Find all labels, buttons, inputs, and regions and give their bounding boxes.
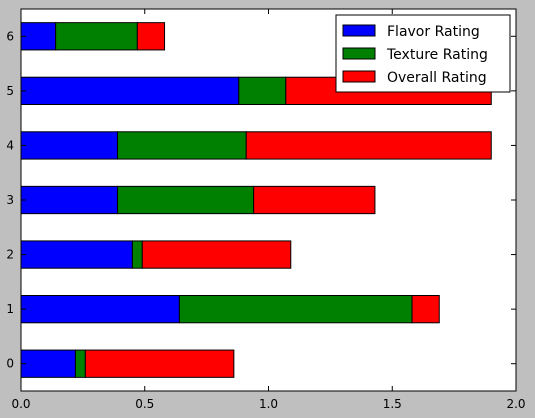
bar-texture-rating-0 [74,349,86,378]
bar-flavor-rating-0 [20,349,76,378]
x-tick-label: 0.0 [11,397,30,411]
bar-flavor-rating-6 [20,22,57,51]
ticks: 0.0 0.5 1.0 1.5 2.0 0 1 2 3 4 5 6 [6,9,526,411]
bar-overall-rating-0 [84,349,235,378]
legend-swatch [342,70,376,83]
y-tick-label: 4 [6,138,14,152]
x-tick-label: 1.5 [383,397,402,411]
bar-texture-rating-3 [117,185,255,215]
x-tick-label: 2.0 [506,397,525,411]
legend-swatch [342,24,376,37]
y-tick-label: 3 [6,193,14,207]
plot-frame [20,8,517,392]
legend: Flavor Rating Texture Rating Overall Ratin… [335,14,511,93]
bar-flavor-rating-5 [20,76,240,106]
bar-texture-rating-5 [238,76,287,106]
x-tick-label: 0.5 [135,397,154,411]
x-tick-label: 1.0 [259,397,278,411]
bar-texture-rating-6 [55,22,138,51]
legend-label: Flavor Rating [387,24,480,40]
bar-texture-rating-1 [178,295,413,324]
bar-flavor-rating-2 [20,240,133,269]
bar-overall-rating-6 [136,22,166,51]
y-tick-label: 6 [6,29,14,43]
bar-overall-rating-4 [245,131,492,160]
legend-label: Overall Rating [387,70,487,86]
legend-swatch [342,47,376,60]
bars [20,22,492,378]
bar-overall-rating-2 [141,240,292,269]
bar-overall-rating-1 [411,295,440,324]
y-tick-label: 5 [6,84,14,98]
y-tick-label: 1 [6,302,14,316]
y-tick-label: 0 [6,357,14,371]
bar-texture-rating-2 [131,240,143,269]
bar-flavor-rating-4 [20,131,119,160]
legend-label: Texture Rating [386,47,488,63]
y-tick-label: 2 [6,248,14,262]
bar-overall-rating-3 [253,185,376,215]
bar-flavor-rating-3 [20,185,119,215]
bar-flavor-rating-1 [20,295,180,324]
bar-texture-rating-4 [117,131,247,160]
